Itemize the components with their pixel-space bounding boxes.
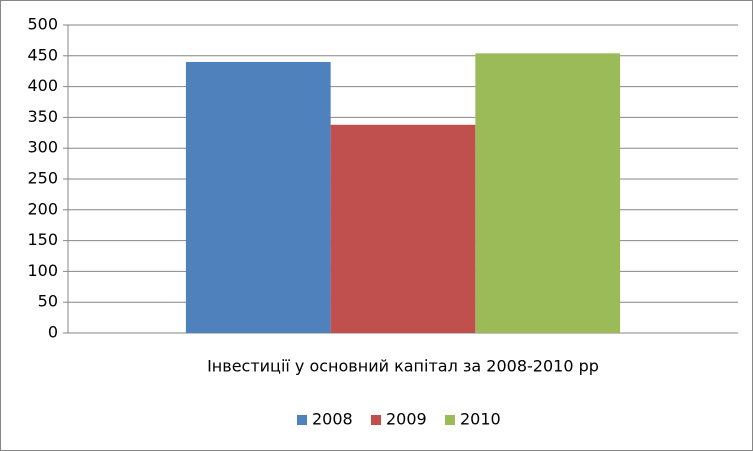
- y-tick-label: 300: [27, 138, 58, 157]
- legend-swatch: [297, 415, 307, 425]
- y-tick-label: 50: [38, 292, 58, 311]
- bar: [330, 124, 476, 334]
- legend-label: 2008: [312, 410, 353, 429]
- bar: [475, 53, 621, 333]
- y-tick-label: 400: [27, 76, 58, 95]
- x-tick-label: Інвестиції у основний капітал за 2008-20…: [207, 357, 599, 376]
- bar: [185, 61, 331, 334]
- y-tick-label: 500: [27, 15, 58, 34]
- y-tick-label: 0: [48, 323, 58, 342]
- legend-swatch: [445, 415, 455, 425]
- y-tick-label: 450: [27, 45, 58, 64]
- legend-label: 2010: [460, 410, 501, 429]
- y-tick-label: 200: [27, 199, 58, 218]
- y-tick-label: 150: [27, 230, 58, 249]
- y-tick-label: 100: [27, 261, 58, 280]
- legend-swatch: [371, 415, 381, 425]
- y-tick-label: 250: [27, 169, 58, 188]
- y-tick-label: 350: [27, 107, 58, 126]
- legend-label: 2009: [386, 410, 427, 429]
